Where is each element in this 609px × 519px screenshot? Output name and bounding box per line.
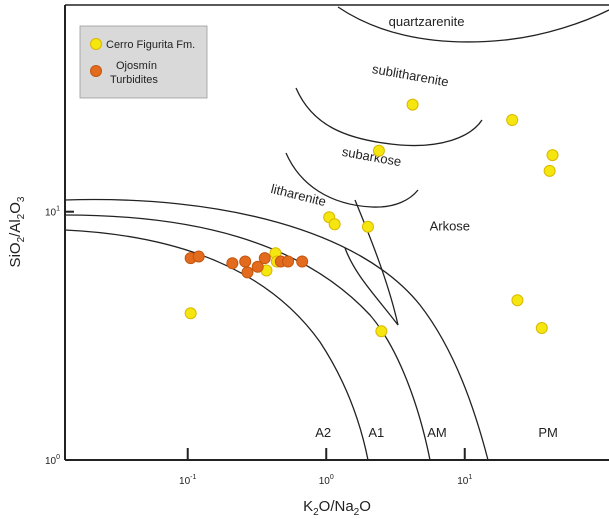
point-ojosmin-1 — [192, 250, 205, 263]
point-ojosmin-2 — [226, 257, 239, 270]
point-cerro-figurita-4 — [543, 164, 556, 177]
point-cerro-figurita-7 — [361, 220, 374, 233]
point-cerro-figurita-13 — [511, 294, 524, 307]
legend-box — [79, 25, 208, 99]
legend-label-ojosmin-line2: Turbidites — [110, 74, 158, 86]
axis-ticks: 10-1 100 101 100 101 — [45, 206, 472, 487]
point-ojosmin-6 — [258, 252, 271, 265]
y-axis-label: SiO2/Al2O3 — [7, 196, 27, 267]
point-cerro-figurita-1 — [372, 144, 385, 157]
x-tick-label-2: 101 — [457, 474, 472, 487]
boundary-sublitharenite — [295, 87, 483, 147]
legend: Cerro Figurita Fm. Ojosmín Turbidites — [79, 25, 208, 99]
boundary-am — [65, 198, 489, 460]
field-boundaries — [65, 6, 609, 460]
point-cerro-figurita-11 — [184, 307, 197, 320]
point-cerro-figurita-2 — [506, 114, 519, 127]
legend-label-cerro-figurita: Cerro Figurita Fm. — [106, 39, 195, 51]
legend-marker-cerro-figurita — [90, 38, 102, 50]
y-tick-label-1: 101 — [45, 206, 60, 219]
field-label-subarkose: subarkose — [341, 144, 403, 169]
field-label-litharenite: litharenite — [269, 181, 327, 209]
field-label-sublitharenite: sublitharenite — [371, 61, 450, 89]
y-tick-label-0: 100 — [45, 454, 60, 467]
point-ojosmin-9 — [296, 255, 309, 268]
point-cerro-figurita-6 — [328, 218, 341, 231]
field-label-a2: A2 — [315, 425, 331, 440]
point-ojosmin-3 — [239, 255, 252, 268]
x-tick-label-0: 10-1 — [179, 474, 196, 487]
boundary-subarkose — [285, 152, 419, 208]
x-tick-label-1: 100 — [319, 474, 334, 487]
field-label-pm: PM — [538, 425, 558, 440]
point-cerro-figurita-14 — [535, 322, 548, 335]
point-ojosmin-8 — [282, 255, 295, 268]
field-label-arkose: Arkose — [430, 219, 470, 234]
boundary-a2 — [65, 229, 369, 460]
point-cerro-figurita-3 — [546, 149, 559, 162]
point-cerro-figurita-12 — [375, 325, 388, 338]
legend-marker-ojosmin — [90, 65, 102, 77]
point-cerro-figurita-0 — [406, 98, 419, 111]
field-label-a1: A1 — [368, 425, 384, 440]
field-label-quartzarenite: quartzarenite — [389, 14, 465, 29]
field-label-am: AM — [427, 425, 447, 440]
field-labels: quartzarenite sublitharenite subarkose lith… — [269, 14, 557, 440]
x-axis-label: K2O/Na2O — [303, 498, 371, 518]
boundary-quartzarenite — [337, 6, 609, 43]
boundary-a1 — [65, 214, 431, 460]
point-ojosmin-4 — [241, 266, 254, 279]
point-ojosmin-5 — [251, 260, 264, 273]
legend-label-ojosmin: Ojosmín — [116, 60, 157, 72]
data-points — [184, 98, 559, 338]
